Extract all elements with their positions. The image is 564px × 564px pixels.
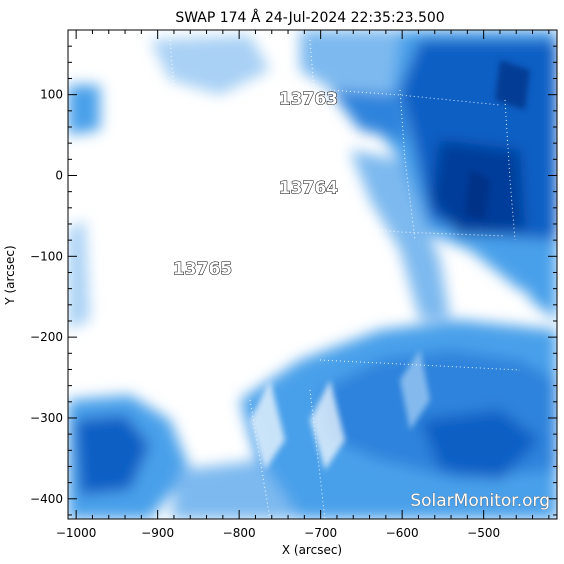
x-tick-label: −900 bbox=[141, 526, 174, 540]
y-tick-label: −300 bbox=[30, 411, 63, 425]
y-tick-label: −100 bbox=[30, 249, 63, 263]
y-tick-labels: 100 0 −100 −200 −300 −400 bbox=[30, 88, 63, 506]
image-title: SWAP 174 Å 24-Jul-2024 22:35:23.500 bbox=[175, 9, 444, 26]
x-tick-label: −500 bbox=[467, 526, 500, 540]
active-region-label: 13763 bbox=[279, 90, 338, 110]
y-tick-label: 100 bbox=[40, 88, 63, 102]
y-tick-label: 0 bbox=[55, 168, 63, 182]
x-axis-label: X (arcsec) bbox=[282, 543, 342, 557]
x-tick-label: −700 bbox=[304, 526, 337, 540]
active-region-label: 13764 bbox=[279, 179, 338, 199]
x-tick-label: −800 bbox=[223, 526, 256, 540]
active-region-labels: 13763 13764 13765 bbox=[172, 89, 338, 280]
active-region-label: 13765 bbox=[173, 259, 232, 279]
y-tick-label: −200 bbox=[30, 330, 63, 344]
heliographic-grid bbox=[169, 39, 521, 519]
x-tick-label: −1000 bbox=[56, 526, 97, 540]
x-tick-label: −600 bbox=[386, 526, 419, 540]
solar-euv-image bbox=[68, 30, 557, 519]
axis-ticks bbox=[68, 29, 557, 519]
plot-frame bbox=[67, 29, 558, 520]
x-tick-labels: −1000 −900 −800 −700 −600 −500 bbox=[56, 526, 500, 540]
y-tick-label: −400 bbox=[30, 492, 63, 506]
y-axis-label: Y (arcsec) bbox=[3, 245, 17, 305]
solarmonitor-watermark: SolarMonitor.org bbox=[410, 491, 550, 511]
